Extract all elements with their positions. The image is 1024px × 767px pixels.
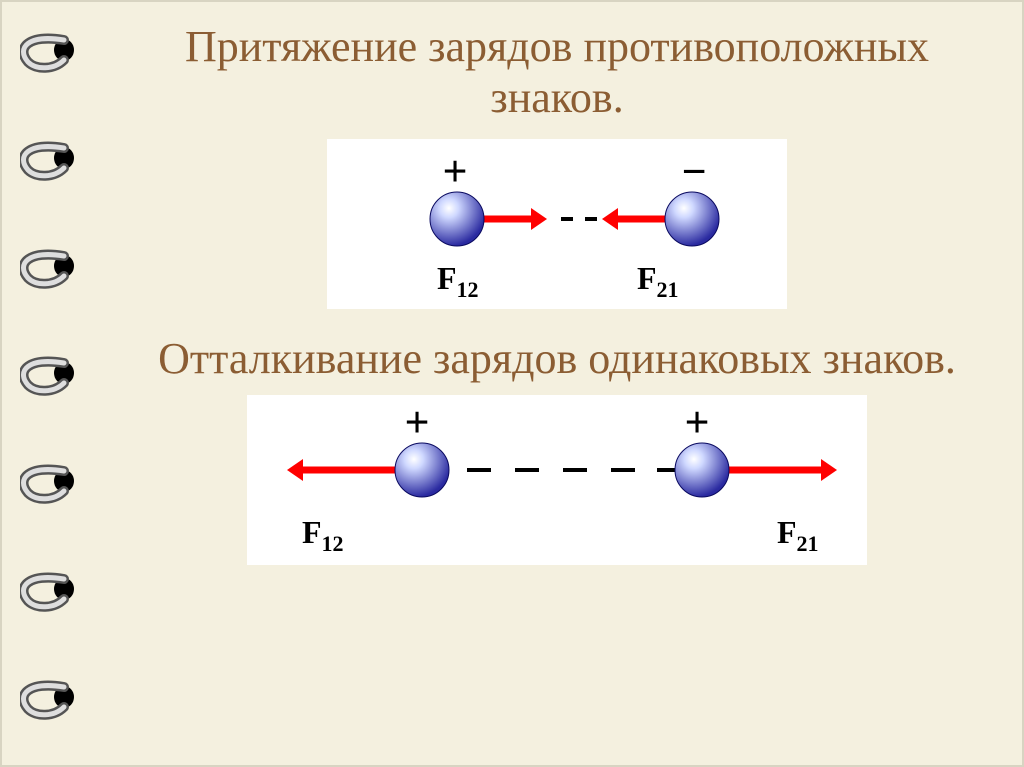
figure-repulsion: ++F12F21 (247, 395, 867, 565)
spiral-ring (20, 565, 80, 613)
spiral-ring (20, 457, 80, 505)
slide-content: Притяжение зарядов противоположных знако… (122, 22, 992, 745)
svg-text:−: − (681, 147, 706, 196)
spiral-ring (20, 26, 80, 74)
svg-text:+: + (442, 147, 467, 196)
spiral-ring (20, 134, 80, 182)
svg-text:+: + (404, 398, 429, 447)
spiral-ring (20, 349, 80, 397)
spiral-ring (20, 242, 80, 290)
svg-text:+: + (684, 398, 709, 447)
figure-attraction-wrap: +−F12F21 (122, 139, 992, 314)
heading-attraction: Притяжение зарядов противоположных знако… (122, 22, 992, 123)
spiral-binding (20, 2, 90, 765)
figure-repulsion-wrap: ++F12F21 (122, 395, 992, 570)
spiral-ring (20, 673, 80, 721)
heading-repulsion: Отталкивание зарядов одинаковых знаков. (122, 334, 992, 385)
figure-attraction: +−F12F21 (327, 139, 787, 309)
